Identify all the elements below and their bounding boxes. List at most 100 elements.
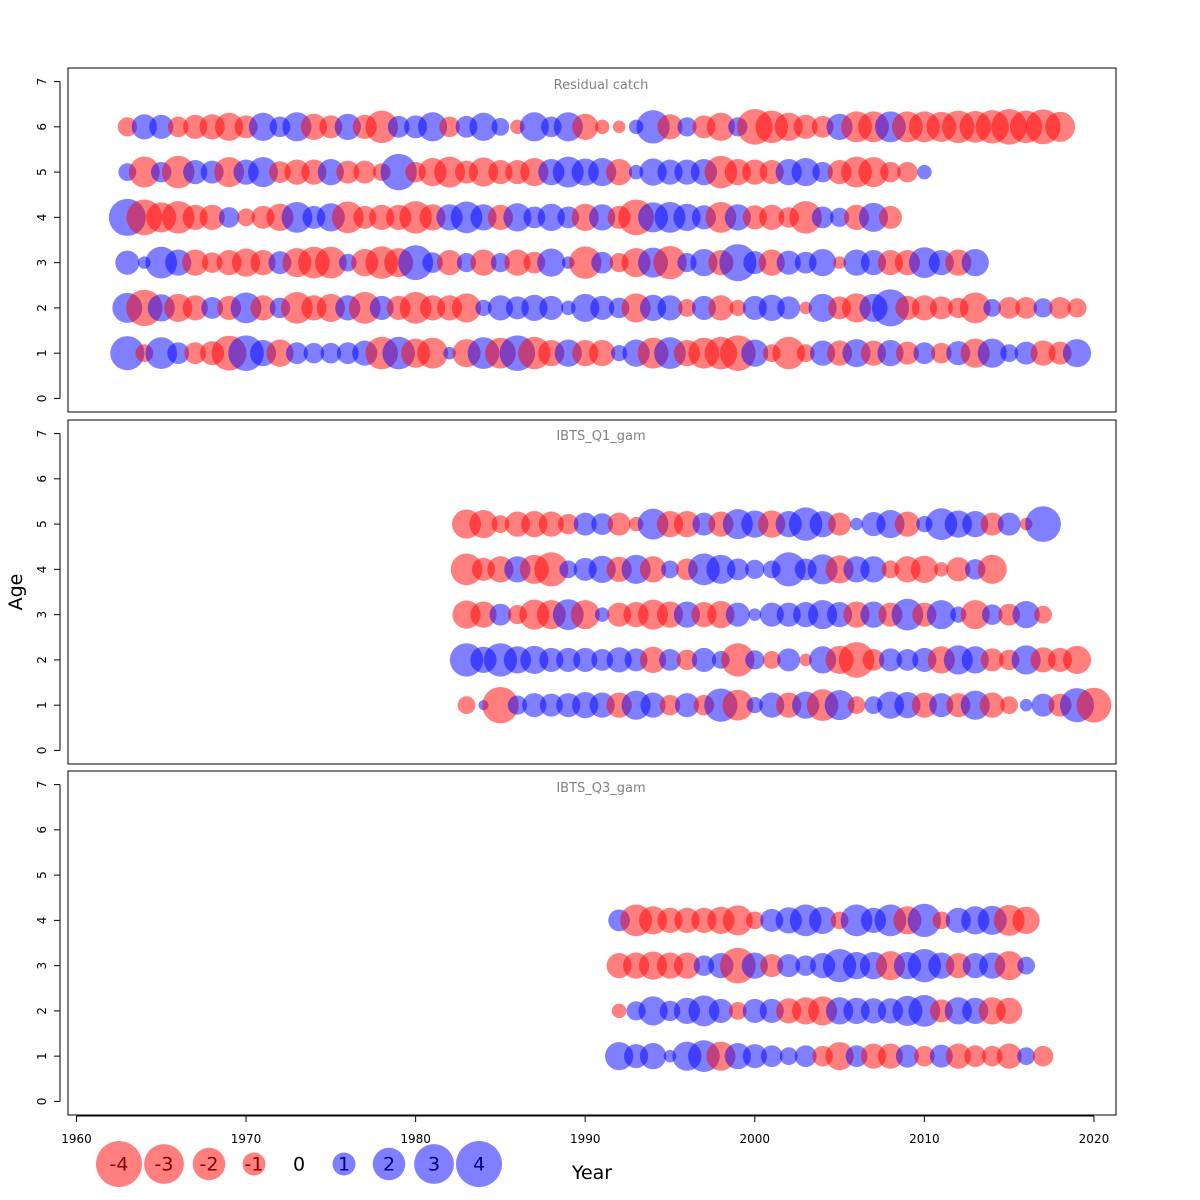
bubble-positive	[745, 650, 765, 670]
bubble-positive	[661, 560, 679, 579]
x-tick-label: 2020	[1079, 1132, 1110, 1146]
bubble-negative	[469, 510, 498, 539]
bubble-positive	[758, 294, 785, 322]
bubble-negative	[789, 201, 822, 234]
y-tick-label: 1	[35, 701, 49, 709]
bubble-negative	[722, 905, 753, 936]
bubble-negative	[468, 157, 499, 187]
bubble-positive	[877, 340, 904, 367]
bubble-positive	[183, 160, 208, 185]
bubble-positive	[590, 295, 615, 320]
panel-frame-catch	[67, 67, 1117, 413]
bubble-negative	[436, 250, 463, 276]
bubble-negative	[300, 113, 327, 140]
legend-bubble	[242, 1152, 266, 1176]
bubble-positive	[507, 695, 528, 715]
bubble-negative	[451, 293, 482, 323]
x-tick-label: 2000	[740, 1132, 771, 1146]
bubble-negative	[676, 649, 698, 671]
bubble-positive	[131, 114, 157, 140]
bubble-positive	[1031, 693, 1055, 717]
bubble-positive	[913, 342, 936, 365]
bubble-positive	[748, 608, 762, 621]
bubble-positive	[908, 995, 941, 1027]
bubble-negative	[607, 512, 631, 536]
bubble-negative	[979, 692, 1005, 718]
bubble-positive	[746, 697, 763, 714]
y-tick-label: 7	[35, 430, 49, 438]
y-axis-title: Age	[5, 574, 27, 611]
y-tick-label: 4	[35, 214, 49, 222]
bubble-negative	[201, 252, 223, 273]
legend-label: -1	[245, 1154, 264, 1176]
bubble-positive	[248, 157, 279, 188]
y-tick-label: 0	[35, 395, 49, 403]
bubble-positive	[706, 554, 736, 584]
bubble-negative	[266, 339, 294, 367]
bubble-positive	[320, 342, 342, 364]
bubble-positive	[1000, 344, 1019, 363]
bubble-negative	[828, 512, 852, 536]
bubble-positive	[218, 207, 240, 228]
bubble-negative	[911, 692, 937, 718]
bubble-positive	[791, 158, 820, 187]
bubble-negative	[1030, 340, 1056, 366]
x-tick-label: 1980	[400, 1132, 431, 1146]
bubble-negative	[331, 201, 364, 234]
bubble-positive	[539, 647, 564, 672]
bubble-positive	[742, 998, 767, 1023]
bubble-positive	[418, 112, 448, 142]
bubble-positive	[380, 153, 417, 191]
bubble-negative	[353, 160, 377, 184]
bubble-negative	[568, 246, 602, 279]
bubble-negative	[960, 600, 990, 630]
bubble-negative	[758, 249, 785, 276]
bubble-positive	[809, 249, 837, 277]
x-axis: 1960 1970 1980 1990 2000 2010 2020	[61, 1115, 1110, 1146]
legend-bubble	[372, 1147, 406, 1181]
bubble-negative	[799, 301, 812, 315]
y-tick-label: 4	[35, 917, 49, 925]
bubble-negative	[653, 245, 687, 280]
bubble-positive	[1017, 956, 1036, 975]
bubble-positive	[878, 648, 902, 672]
bubble-positive	[628, 164, 644, 180]
y-tick-label: 2	[35, 1007, 49, 1015]
bubble-negative	[760, 954, 784, 978]
bubble-negative	[729, 299, 746, 317]
bubble-positive	[487, 295, 514, 321]
legend-label: 1	[338, 1154, 350, 1176]
bubble-positive	[638, 996, 668, 1026]
bubble-positive	[776, 250, 801, 275]
bubble-negative	[838, 642, 875, 678]
legend-label: 2	[383, 1154, 395, 1176]
bubble-positive	[896, 648, 919, 671]
bubble-positive	[115, 250, 140, 275]
bubble-positive	[693, 955, 715, 976]
bubble-negative	[914, 1045, 935, 1067]
bubble-negative	[945, 1043, 971, 1069]
bubble-positive	[961, 646, 989, 674]
bubble-negative	[1067, 298, 1087, 318]
bubble-negative	[639, 646, 667, 674]
bubble-negative	[911, 295, 937, 321]
bubble-negative	[981, 1045, 1003, 1067]
bubble-positive	[981, 604, 1003, 625]
bubble-negative	[1012, 906, 1040, 934]
bubble-negative	[199, 204, 225, 230]
bubble-negative	[722, 689, 754, 721]
bubble-positive	[520, 645, 549, 674]
bubble-negative	[594, 119, 610, 135]
bubble-positive	[422, 252, 443, 273]
x-tick-label: 1960	[61, 1132, 92, 1146]
bubble-positive	[808, 293, 837, 322]
bubble-negative	[959, 292, 991, 324]
bubble-positive	[537, 203, 565, 231]
bubble-positive	[521, 294, 548, 322]
bubble-negative	[117, 117, 137, 137]
bubble-negative	[825, 1042, 854, 1071]
bubble-positive	[559, 560, 578, 579]
y-axes: 0 1 2 3 4 5 6 7 0 1 2 3 4 5 6 7 0 1 2 3 4 5 6 7	[35, 78, 61, 1105]
bubble-negative	[182, 249, 209, 276]
bubble-positive	[605, 1042, 634, 1071]
